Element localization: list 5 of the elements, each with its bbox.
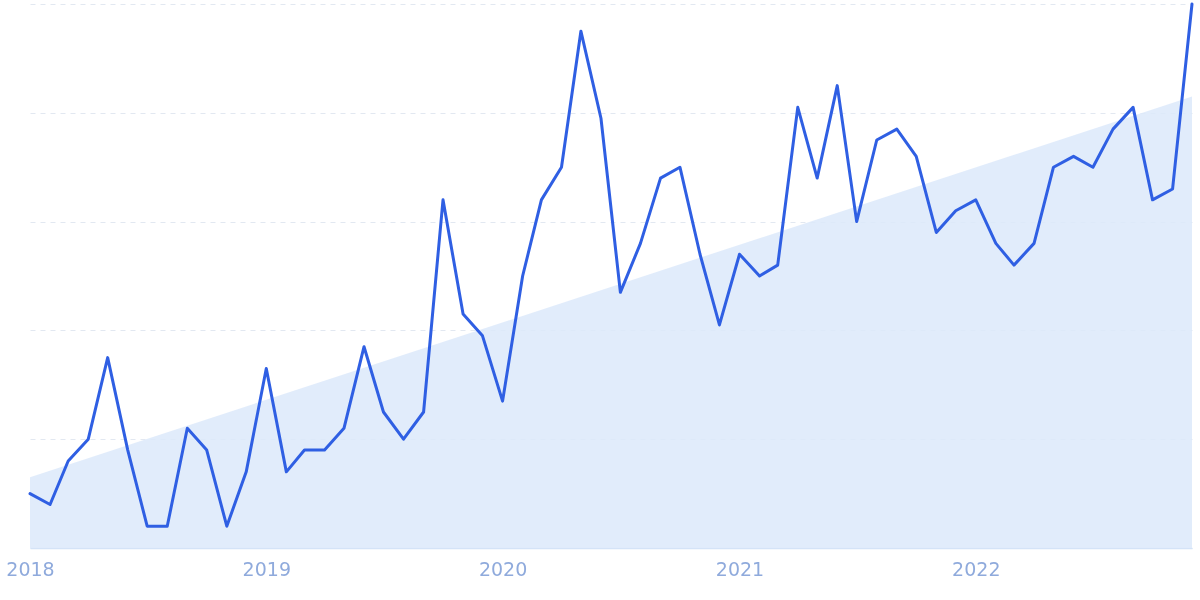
x-tick-label: 2019 <box>242 557 291 580</box>
x-tick-label: 2020 <box>478 557 528 580</box>
x-tick-label: 2018 <box>6 557 55 580</box>
x-tick-label: 2021 <box>715 557 765 580</box>
x-tick-label: 2022 <box>952 557 1001 580</box>
